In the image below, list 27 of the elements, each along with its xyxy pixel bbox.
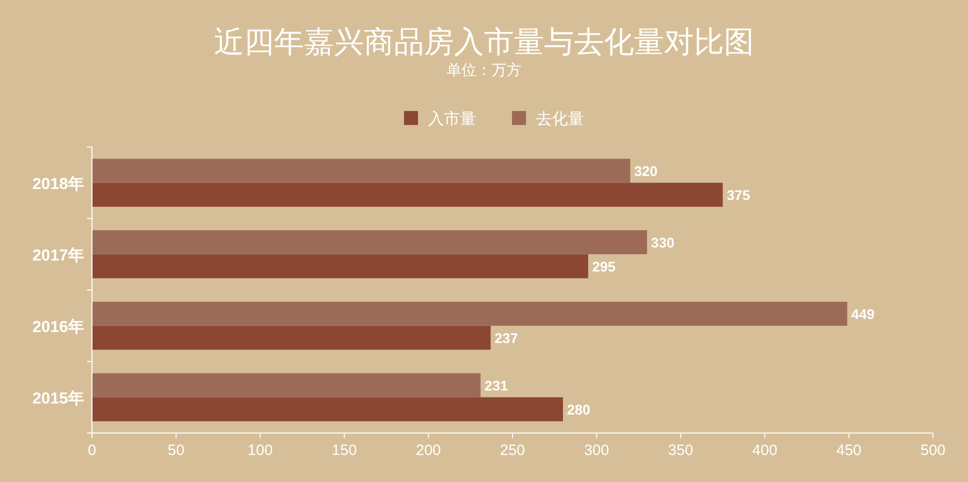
y-tick-label: 2015年 bbox=[32, 389, 84, 408]
chart-subtitle: 单位：万方 bbox=[446, 62, 522, 79]
data-label: 237 bbox=[494, 330, 518, 346]
data-label: 295 bbox=[592, 258, 616, 274]
x-tick-label: 500 bbox=[920, 442, 946, 459]
data-label: 320 bbox=[634, 162, 658, 179]
chart-title: 近四年嘉兴商品房入市量与去化量对比图 bbox=[214, 25, 754, 60]
x-tick-label: 350 bbox=[668, 442, 694, 459]
y-tick-label: 2018年 bbox=[32, 174, 84, 193]
x-tick-label: 0 bbox=[88, 442, 96, 459]
x-tick-label: 100 bbox=[248, 442, 273, 459]
data-label: 330 bbox=[651, 234, 675, 250]
x-tick-label: 150 bbox=[332, 442, 357, 459]
x-tick-label: 300 bbox=[584, 442, 610, 459]
data-label: 280 bbox=[566, 401, 591, 418]
x-tick-label: 250 bbox=[500, 442, 526, 459]
x-tick-label: 450 bbox=[836, 442, 862, 459]
legend-label: 去化量 bbox=[536, 110, 584, 128]
data-label: 231 bbox=[484, 377, 508, 394]
y-tick-label: 2017年 bbox=[32, 246, 84, 264]
legend-label: 入市量 bbox=[428, 110, 476, 128]
data-label: 449 bbox=[851, 306, 875, 322]
x-tick-label: 200 bbox=[416, 442, 441, 459]
y-tick-label: 2016年 bbox=[32, 318, 84, 336]
data-label: 375 bbox=[726, 186, 750, 203]
x-tick-label: 50 bbox=[168, 442, 184, 459]
x-tick-label: 400 bbox=[752, 442, 778, 459]
